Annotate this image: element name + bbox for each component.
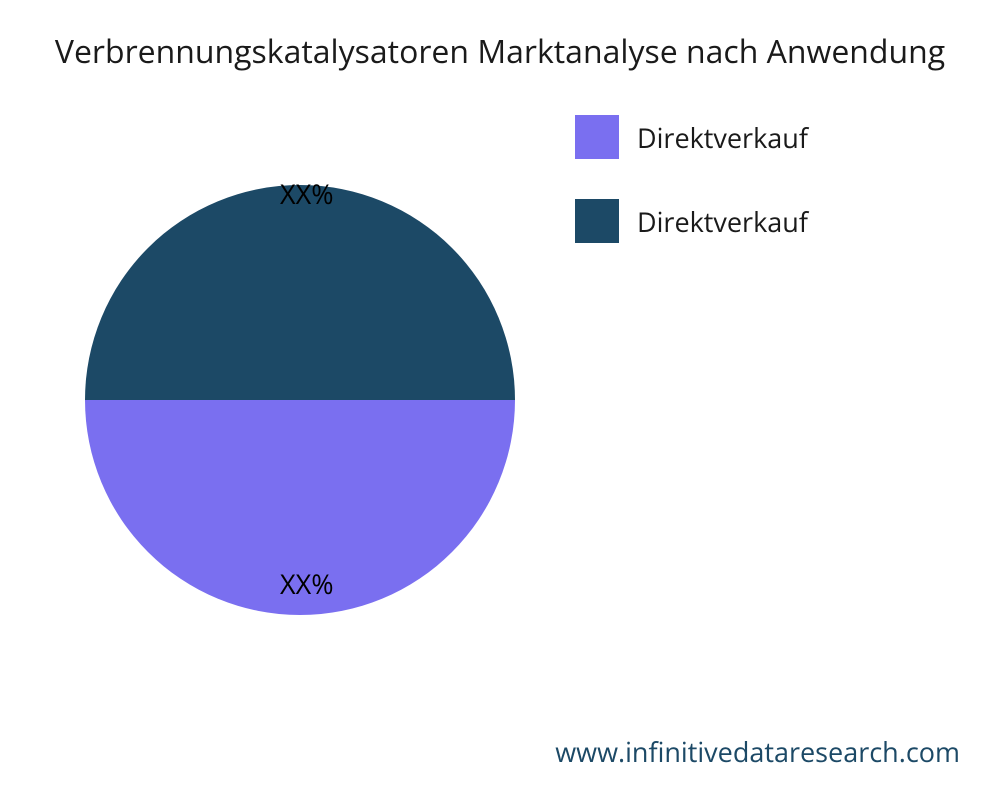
slice-label-bottom: XX% [280,565,334,602]
legend-swatch-1 [575,199,619,243]
legend-label-0: Direktverkauf [637,119,808,156]
legend-label-1: Direktverkauf [637,203,808,240]
slice-label-top: XX% [280,175,334,212]
footer-link: www.infinitivedataresearch.com [555,733,960,770]
legend-swatch-0 [575,115,619,159]
pie-chart [85,185,515,615]
legend-item-0: Direktverkauf [575,115,808,159]
legend: Direktverkauf Direktverkauf [575,115,808,283]
pie-chart-container [85,185,515,615]
legend-item-1: Direktverkauf [575,199,808,243]
chart-title: Verbrennungskatalysatoren Marktanalyse n… [55,30,945,73]
